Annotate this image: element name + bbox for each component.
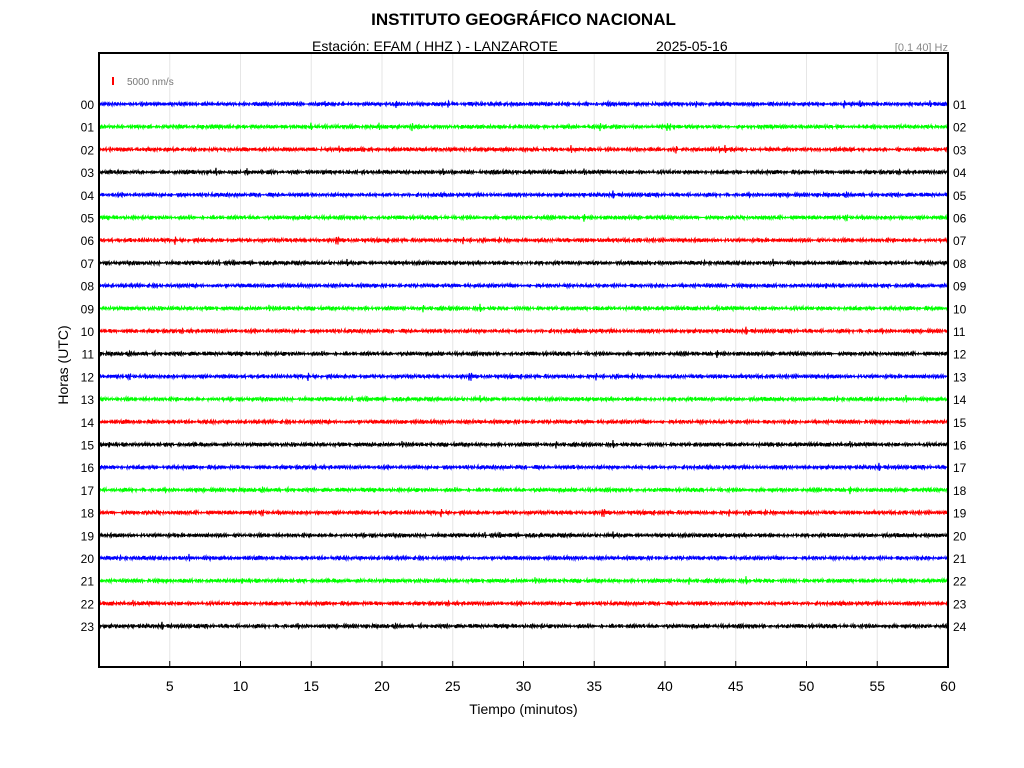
axis-labels: 5 10 15 20 25 30 35 40 45 50 55 60 Tiempo (minutos) H… [55, 77, 967, 717]
x-tick-label: 5 [166, 678, 174, 694]
x-tick-label: 15 [303, 678, 319, 694]
trace-hour-07 [98, 258, 950, 268]
x-tick-label: 55 [869, 678, 885, 694]
y-tick-label-right: 13 [953, 370, 967, 384]
trace-hour-05 [98, 213, 950, 223]
trace-hour-08 [98, 281, 950, 290]
y-tick-label-left: 06 [81, 234, 95, 248]
trace-hour-19 [98, 531, 949, 540]
x-tick-label: 30 [516, 678, 532, 694]
x-tick-label: 50 [799, 678, 815, 694]
y-tick-label-left: 00 [81, 98, 95, 112]
filter-label: [0.1 40] Hz [894, 42, 948, 54]
x-tick-label: 60 [940, 678, 956, 694]
y-tick-label-left: 13 [81, 393, 95, 407]
trace-hour-21 [98, 576, 950, 585]
y-tick-label-right: 14 [953, 393, 967, 407]
y-tick-label-right: 07 [953, 234, 967, 248]
x-tick-label: 10 [233, 678, 249, 694]
y-tick-label-right: 19 [953, 507, 967, 521]
y-tick-label-right: 06 [953, 212, 967, 226]
y-tick-label-left: 01 [81, 121, 95, 135]
trace-hour-16 [98, 462, 950, 472]
x-tick-label: 40 [657, 678, 673, 694]
trace-hour-09 [98, 303, 949, 313]
x-tick-label: 45 [728, 678, 744, 694]
x-tick-label: 20 [374, 678, 390, 694]
y-tick-label-right: 11 [953, 325, 966, 339]
y-tick-label-left: 08 [81, 280, 95, 294]
y-tick-label-right: 18 [953, 484, 967, 498]
date-label: 2025-05-16 [656, 38, 728, 54]
y-tick-label-right: 24 [953, 620, 967, 634]
y-tick-label-left: 23 [81, 620, 95, 634]
y-tick-label-right: 20 [953, 529, 967, 543]
trace-hour-14 [98, 417, 950, 426]
y-tick-label-right: 02 [953, 121, 967, 135]
trace-hour-11 [98, 349, 950, 359]
y-tick-label-right: 04 [953, 166, 967, 180]
trace-hour-15 [98, 439, 949, 449]
trace-hour-22 [98, 599, 950, 608]
y-tick-label-left: 07 [81, 257, 95, 271]
y-tick-label-left: 16 [81, 461, 95, 475]
y-tick-label-left: 18 [81, 507, 95, 521]
station-label: Estación: EFAM ( HHZ ) - LANZAROTE [312, 38, 558, 54]
y-tick-label-right: 22 [953, 575, 967, 589]
y-axis-label: Horas (UTC) [55, 325, 71, 404]
y-tick-label-right: 12 [953, 348, 967, 362]
y-tick-label-right: 03 [953, 143, 967, 157]
traces [98, 99, 950, 631]
trace-hour-17 [98, 485, 950, 495]
y-tick-label-left: 19 [81, 529, 95, 543]
trace-hour-12 [98, 372, 949, 382]
axis-ticks [169, 661, 949, 667]
x-tick-label: 35 [586, 678, 602, 694]
y-tick-label-right: 16 [953, 439, 967, 453]
y-tick-label-right: 23 [953, 597, 967, 611]
y-tick-label-left: 20 [81, 552, 95, 566]
y-tick-label-right: 08 [953, 257, 967, 271]
y-tick-label-left: 05 [81, 212, 95, 226]
y-tick-label-right: 21 [953, 552, 967, 566]
trace-hour-04 [98, 190, 950, 199]
y-tick-label-right: 17 [953, 461, 967, 475]
y-tick-label-left: 09 [81, 302, 95, 316]
trace-hour-01 [98, 122, 950, 132]
y-tick-label-left: 14 [81, 416, 95, 430]
y-tick-label-left: 17 [81, 484, 95, 498]
y-tick-label-left: 21 [81, 575, 95, 589]
trace-hour-20 [98, 553, 950, 563]
y-tick-label-left: 04 [81, 189, 95, 203]
y-tick-label-left: 15 [81, 439, 95, 453]
scale-label: 5000 nm/s [127, 77, 174, 88]
trace-hour-06 [98, 236, 950, 245]
y-tick-label-right: 09 [953, 280, 967, 294]
grid-lines [169, 53, 878, 667]
x-tick-label: 25 [445, 678, 461, 694]
trace-hour-03 [98, 167, 950, 177]
trace-hour-18 [98, 508, 950, 518]
y-tick-label-left: 03 [81, 166, 95, 180]
y-tick-label-right: 15 [953, 416, 967, 430]
y-tick-label-right: 01 [953, 98, 967, 112]
y-tick-label-left: 22 [81, 597, 95, 611]
trace-hour-10 [98, 326, 949, 336]
y-tick-label-left: 02 [81, 143, 95, 157]
x-axis-label: Tiempo (minutos) [469, 701, 577, 717]
trace-hour-02 [98, 144, 949, 154]
trace-hour-23 [98, 621, 950, 631]
trace-hour-00 [98, 99, 949, 109]
chart-title: INSTITUTO GEOGRÁFICO NACIONAL [371, 10, 676, 29]
trace-hour-13 [98, 394, 950, 404]
y-tick-label-right: 10 [953, 302, 967, 316]
y-tick-label-left: 11 [82, 348, 95, 362]
y-tick-label-left: 12 [81, 370, 95, 384]
y-tick-label-right: 05 [953, 189, 967, 203]
y-tick-label-left: 10 [81, 325, 95, 339]
